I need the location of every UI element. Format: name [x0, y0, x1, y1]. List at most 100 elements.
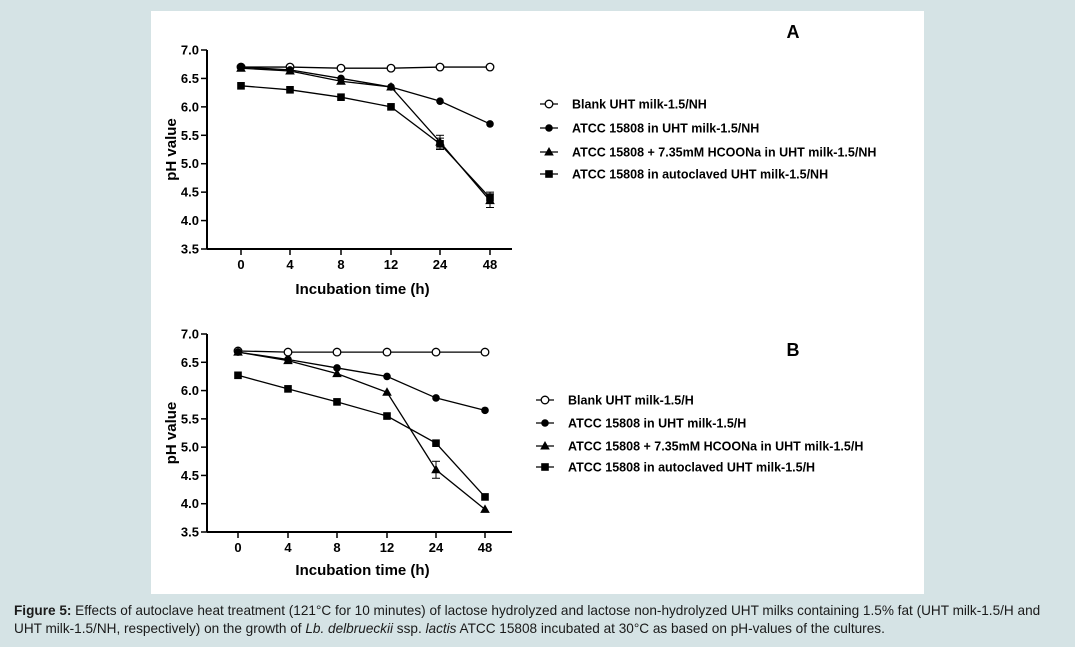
legend-marker	[544, 99, 554, 109]
data-point	[386, 81, 396, 91]
y-tick-label: 3.5	[181, 525, 199, 540]
chart-a: 7.06.56.05.55.04.54.03.50 4 8 12 24 48Incubat…	[163, 22, 876, 298]
data-point	[383, 372, 391, 381]
series-line	[240, 67, 491, 202]
data-point	[486, 120, 494, 128]
y-tick-label: 4.5	[181, 468, 199, 483]
data-point	[286, 86, 294, 94]
panel-label: B	[787, 340, 800, 360]
y-tick-label: 6.0	[181, 383, 199, 398]
legend-label: ATCC 15808 in UHT milk-1.5/H	[568, 417, 746, 431]
y-tick-label: 5.0	[181, 156, 199, 171]
data-point	[383, 412, 391, 420]
y-tick-label: 5.5	[181, 411, 199, 426]
x-tick-label: 4	[284, 540, 292, 555]
data-point	[481, 493, 489, 501]
data-point	[233, 347, 243, 356]
data-point	[337, 93, 345, 101]
x-tick-label: 48	[483, 257, 497, 272]
y-tick-label: 4.5	[181, 185, 199, 200]
series-line	[237, 374, 486, 498]
data-point	[485, 62, 495, 72]
x-tick-label: 24	[433, 257, 448, 272]
legend-label: Blank UHT milk-1.5/NH	[572, 98, 707, 112]
x-axis-label: Incubation time (h)	[295, 281, 429, 298]
x-tick-label: 12	[384, 257, 398, 272]
y-tick-label: 5.5	[181, 128, 199, 143]
legend-entry-1: Blank UHT milk-1.5/NH	[540, 98, 707, 112]
series-line	[237, 351, 486, 412]
legend-marker	[541, 463, 549, 471]
data-point	[432, 439, 440, 447]
data-point	[486, 194, 494, 202]
caption-text: Effects of autoclave heat treatment (121…	[14, 603, 1041, 636]
legend-entry-4: ATCC 15808 in autoclaved UHT milk-1.5/H	[536, 461, 815, 475]
x-tick-label: 0	[234, 540, 241, 555]
chart-b: 7.06.56.05.55.04.54.03.50 4 8 12 24 48Incubat…	[163, 327, 863, 580]
data-point	[333, 364, 341, 372]
y-tick-label: 6.5	[181, 355, 199, 370]
legend-entry-3: ATCC 15808 + 7.35mM HCOONa in UHT milk-1…	[540, 146, 876, 160]
data-point	[431, 347, 441, 357]
series-2	[237, 63, 494, 128]
series-line	[237, 350, 485, 353]
y-tick-label: 7.0	[181, 327, 199, 342]
data-point	[481, 406, 489, 415]
data-point	[431, 464, 441, 474]
x-tick-label: 8	[333, 540, 340, 555]
x-axis-label: Incubation time (h)	[295, 562, 429, 579]
caption-label: Figure 5:	[14, 603, 72, 618]
data-point	[435, 62, 445, 72]
data-point	[336, 76, 346, 85]
x-tick-label: 24	[429, 540, 444, 555]
series-4	[237, 82, 494, 205]
figure-caption: Figure 5: Effects of autoclave heat trea…	[14, 602, 1064, 638]
legend-marker	[540, 395, 550, 405]
series-4	[234, 371, 489, 501]
y-tick-label: 4.0	[181, 213, 199, 228]
panel-label: A	[787, 22, 800, 42]
series-3	[236, 63, 495, 208]
data-point	[332, 368, 342, 378]
x-tick-label: 4	[286, 257, 294, 272]
y-tick-label: 3.5	[181, 242, 199, 257]
legend-marker	[541, 419, 549, 427]
legend-entry-2: ATCC 15808 in UHT milk-1.5/H	[536, 417, 746, 431]
figure-panel	[151, 11, 924, 594]
legend-label: ATCC 15808 in UHT milk-1.5/NH	[572, 122, 759, 136]
legend-label: ATCC 15808 + 7.35mM HCOONa in UHT milk-1…	[572, 146, 876, 160]
y-tick-label: 4.0	[181, 496, 199, 511]
caption-species-sub: lactis	[425, 621, 457, 636]
series-1	[233, 346, 490, 357]
data-point	[480, 347, 490, 357]
legend-label: Blank UHT milk-1.5/H	[568, 394, 694, 408]
caption-species-mid: ssp.	[393, 621, 426, 636]
series-line	[240, 85, 491, 199]
legend-label: ATCC 15808 in autoclaved UHT milk-1.5/H	[568, 461, 815, 475]
data-point	[382, 387, 392, 396]
y-tick-label: 6.5	[181, 71, 199, 86]
series-line	[237, 351, 486, 510]
y-tick-label: 5.0	[181, 440, 199, 455]
data-point	[387, 103, 395, 111]
data-point	[436, 97, 444, 105]
x-tick-label: 0	[237, 257, 244, 272]
legend-entry-1: Blank UHT milk-1.5/H	[536, 394, 694, 408]
data-point	[386, 63, 396, 73]
data-point	[332, 347, 342, 357]
data-point	[283, 347, 293, 357]
legend-marker	[545, 124, 553, 132]
legend-entry-4: ATCC 15808 in autoclaved UHT milk-1.5/NH	[540, 168, 828, 182]
y-axis-label: pH value	[163, 118, 180, 181]
data-point	[436, 140, 444, 148]
caption-species-genus: Lb. delbrueckii	[305, 621, 394, 636]
data-point	[480, 504, 490, 513]
data-point	[336, 63, 346, 73]
x-tick-label: 8	[337, 257, 344, 272]
data-point	[236, 63, 246, 72]
data-point	[237, 82, 245, 90]
legend-label: ATCC 15808 + 7.35mM HCOONa in UHT milk-1…	[568, 440, 863, 454]
series-line	[241, 66, 490, 69]
legend-label: ATCC 15808 in autoclaved UHT milk-1.5/NH	[572, 168, 828, 182]
data-point	[333, 398, 341, 406]
